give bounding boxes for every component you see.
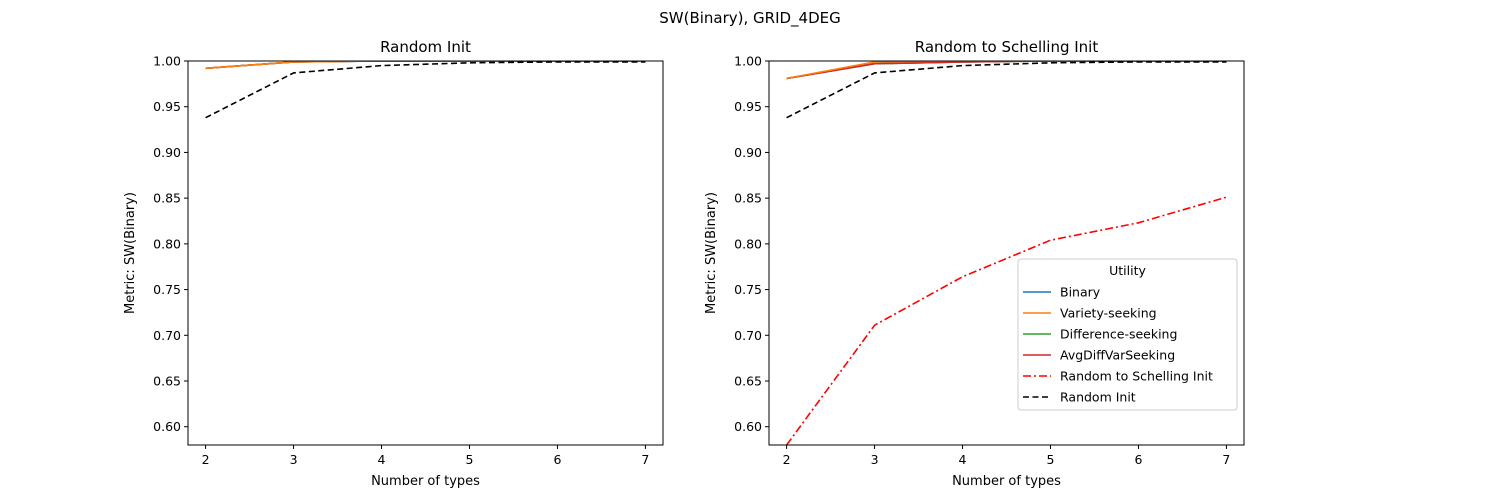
series-line-random-to-schelling-init — [785, 196, 1227, 445]
legend-label: Variety-seeking — [1060, 306, 1157, 321]
y-tick-label: 0.70 — [153, 328, 181, 343]
x-axis-label: Number of types — [952, 474, 1061, 489]
x-tick-label: 5 — [466, 452, 474, 467]
y-tick-label: 0.75 — [153, 282, 181, 297]
legend-label: Binary — [1060, 285, 1101, 300]
y-tick-label: 0.95 — [153, 99, 181, 114]
chart-panel-2: Random to Schelling Init 2 3 4 5 6 7 0.60 0.65 0.… — [704, 38, 1245, 489]
y-tick-label: 0.60 — [153, 419, 181, 434]
x-tick-label: 7 — [1222, 452, 1230, 467]
y-tick-label: 0.85 — [734, 191, 762, 206]
y-tick-label: 0.65 — [153, 374, 181, 389]
x-tick-label: 3 — [871, 452, 879, 467]
y-tick-label: 1.00 — [153, 54, 181, 69]
series-line-variety-seeking — [205, 61, 646, 70]
x-tick-label: 2 — [202, 452, 210, 467]
series-group — [205, 61, 646, 119]
legend-label: Difference-seeking — [1060, 327, 1177, 342]
plot-frame — [768, 60, 1245, 446]
x-tick-label: 2 — [783, 452, 791, 467]
y-tick-label: 1.00 — [734, 54, 762, 69]
series-line-random-init — [205, 61, 646, 119]
series-line-variety-seeking — [786, 61, 1227, 80]
panels: Random Init 2 3 4 5 6 7 0.60 0.65 0.70 0.75 0.80 0.8… — [123, 38, 1245, 489]
legend-box — [1017, 258, 1238, 411]
x-tick-label: 7 — [641, 452, 649, 467]
y-tick-label: 0.80 — [153, 236, 181, 251]
legend-label: Random to Schelling Init — [1060, 369, 1213, 384]
chart-panel-1: Random Init 2 3 4 5 6 7 0.60 0.65 0.70 0.75 0.80 0.8… — [123, 38, 664, 489]
legend-label: AvgDiffVarSeeking — [1060, 348, 1175, 363]
figure-title: SW(Binary), GRID_4DEG — [659, 9, 841, 28]
y-tick-label: 0.70 — [734, 328, 762, 343]
panel-title: Random to Schelling Init — [915, 38, 1099, 56]
plot-frame — [187, 60, 664, 446]
y-tick-label: 0.90 — [153, 145, 181, 160]
x-axis-label: Number of types — [371, 474, 480, 489]
x-tick-label: 6 — [1134, 452, 1142, 467]
y-tick-label: 0.65 — [734, 374, 762, 389]
y-tick-label: 0.75 — [734, 282, 762, 297]
x-tick-label: 6 — [553, 452, 561, 467]
y-tick-label: 0.90 — [734, 145, 762, 160]
y-tick-label: 0.85 — [153, 191, 181, 206]
x-tick-label: 4 — [959, 452, 967, 467]
y-tick-label: 0.60 — [734, 419, 762, 434]
legend: Utility Binary Variety-seeking Difference-s… — [1017, 258, 1238, 411]
panel-title: Random Init — [380, 38, 471, 56]
y-tick-label: 0.80 — [734, 236, 762, 251]
x-tick-label: 5 — [1047, 452, 1055, 467]
y-axis-label: Metric: SW(Binary) — [123, 192, 138, 314]
legend-label: Random Init — [1060, 390, 1136, 405]
series-line-random-init — [786, 61, 1227, 119]
x-tick-label: 3 — [290, 452, 298, 467]
legend-title: Utility — [1109, 263, 1146, 278]
y-tick-label: 0.95 — [734, 99, 762, 114]
y-axis-label: Metric: SW(Binary) — [704, 192, 719, 314]
x-tick-label: 4 — [378, 452, 386, 467]
